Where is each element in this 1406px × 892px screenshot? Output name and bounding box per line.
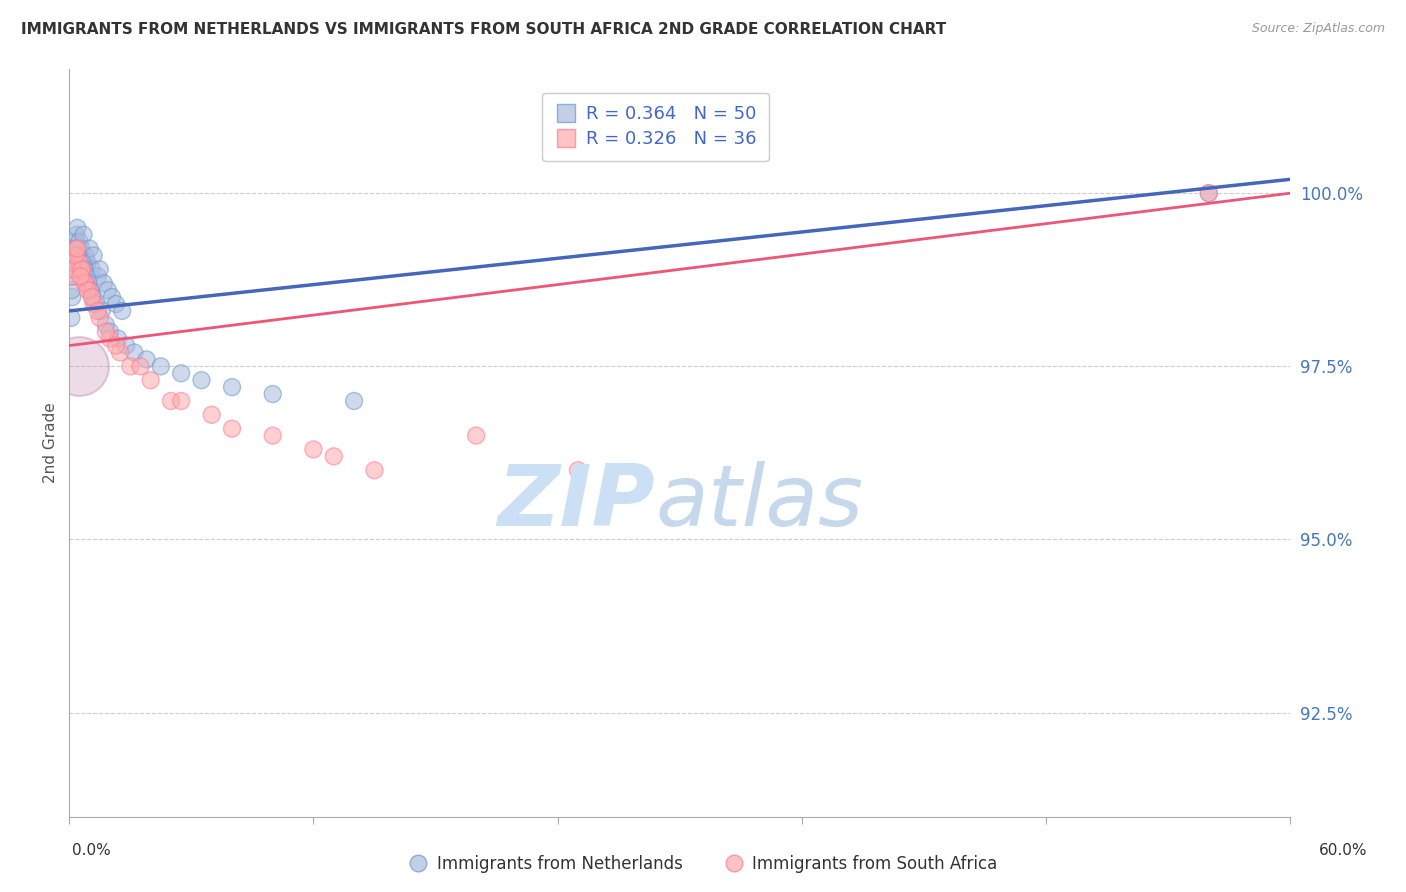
Point — [83, 297, 105, 311]
Point — [60, 310, 83, 325]
Text: Source: ZipAtlas.com: Source: ZipAtlas.com — [1251, 22, 1385, 36]
Point — [60, 269, 83, 284]
Point — [89, 310, 111, 325]
Point — [98, 325, 121, 339]
Point — [567, 463, 589, 477]
Point — [67, 255, 90, 269]
Point — [73, 262, 96, 277]
Point — [363, 463, 385, 477]
Point — [89, 262, 111, 277]
Point — [101, 290, 124, 304]
Point — [80, 262, 103, 277]
Point — [65, 242, 87, 256]
Point — [67, 235, 90, 249]
Point — [87, 304, 110, 318]
Point — [60, 283, 83, 297]
Point — [83, 248, 105, 262]
Point — [79, 283, 101, 297]
Point — [94, 318, 117, 332]
Point — [62, 269, 84, 284]
Point — [62, 262, 84, 277]
Point — [60, 290, 83, 304]
Point — [160, 394, 183, 409]
Point — [343, 394, 366, 409]
Text: 60.0%: 60.0% — [1319, 843, 1367, 858]
Point — [84, 297, 107, 311]
Point — [1198, 186, 1220, 201]
Point — [79, 283, 101, 297]
Point — [67, 359, 90, 374]
Point — [77, 277, 100, 291]
Point — [66, 242, 89, 256]
Point — [75, 248, 97, 262]
Point — [80, 290, 103, 304]
Point — [76, 269, 98, 284]
Point — [105, 338, 128, 352]
Point — [262, 428, 284, 442]
Point — [76, 255, 98, 269]
Point — [135, 352, 157, 367]
Point — [465, 428, 488, 442]
Point — [107, 332, 129, 346]
Point — [105, 297, 128, 311]
Point — [65, 242, 87, 256]
Point — [63, 255, 86, 269]
Point — [322, 450, 344, 464]
Point — [170, 394, 193, 409]
Point — [63, 248, 86, 262]
Point — [201, 408, 224, 422]
Point — [221, 422, 243, 436]
Point — [67, 248, 90, 262]
Point — [69, 255, 91, 269]
Point — [63, 248, 86, 262]
Point — [149, 359, 172, 374]
Point — [170, 366, 193, 380]
Point — [72, 255, 94, 269]
Point — [66, 220, 89, 235]
Point — [62, 255, 84, 269]
Point — [1198, 186, 1220, 201]
Point — [70, 242, 93, 256]
Text: atlas: atlas — [655, 461, 863, 544]
Point — [108, 345, 131, 359]
Point — [72, 227, 94, 242]
Point — [90, 304, 112, 318]
Point — [93, 277, 115, 291]
Point — [190, 373, 212, 387]
Point — [69, 269, 91, 284]
Text: IMMIGRANTS FROM NETHERLANDS VS IMMIGRANTS FROM SOUTH AFRICA 2ND GRADE CORRELATIO: IMMIGRANTS FROM NETHERLANDS VS IMMIGRANT… — [21, 22, 946, 37]
Point — [115, 338, 138, 352]
Point — [62, 255, 84, 269]
Point — [97, 283, 120, 297]
Point — [82, 290, 104, 304]
Point — [94, 325, 117, 339]
Point — [129, 359, 152, 374]
Point — [73, 277, 96, 291]
Point — [221, 380, 243, 394]
Point — [124, 345, 146, 359]
Point — [65, 235, 87, 249]
Point — [79, 242, 101, 256]
Y-axis label: 2nd Grade: 2nd Grade — [44, 402, 58, 483]
Point — [302, 442, 325, 457]
Point — [120, 359, 142, 374]
Text: ZIP: ZIP — [498, 461, 655, 544]
Legend: Immigrants from Netherlands, Immigrants from South Africa: Immigrants from Netherlands, Immigrants … — [402, 848, 1004, 880]
Point — [87, 269, 110, 284]
Point — [98, 332, 121, 346]
Point — [72, 262, 94, 277]
Point — [70, 262, 93, 277]
Legend: R = 0.364   N = 50, R = 0.326   N = 36: R = 0.364 N = 50, R = 0.326 N = 36 — [543, 93, 769, 161]
Point — [139, 373, 162, 387]
Point — [65, 248, 87, 262]
Point — [262, 387, 284, 401]
Point — [76, 283, 98, 297]
Text: 0.0%: 0.0% — [72, 843, 111, 858]
Point — [111, 304, 134, 318]
Point — [65, 227, 87, 242]
Point — [75, 277, 97, 291]
